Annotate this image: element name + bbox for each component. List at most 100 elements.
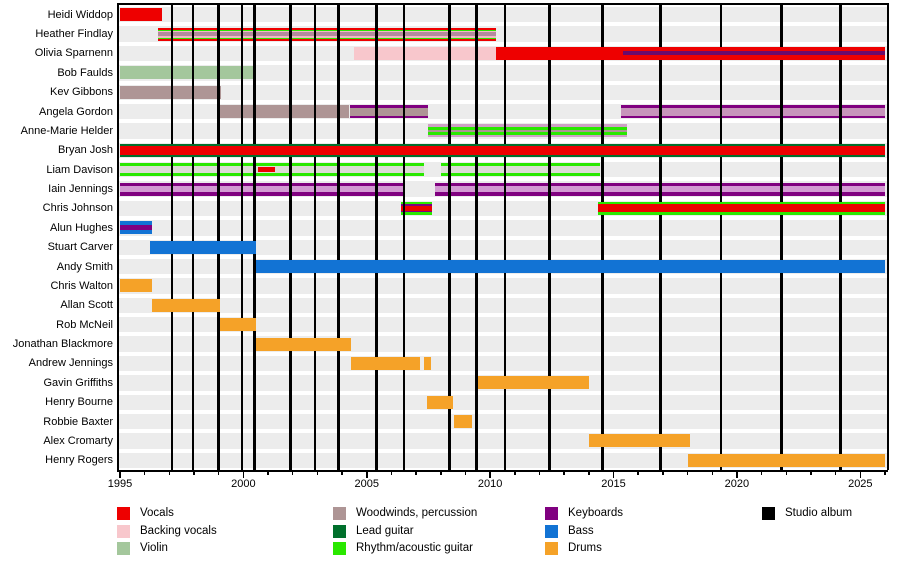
legend-label: Keyboards — [568, 507, 623, 519]
x-major-tick — [736, 471, 738, 478]
y-axis-line — [117, 3, 119, 470]
role-stripe-bass — [255, 260, 885, 274]
timeline-bar — [255, 260, 885, 274]
role-stripe-rhythm_guitar — [597, 212, 885, 215]
role-stripe-woodwinds — [218, 105, 350, 119]
member-label: Iain Jennings — [48, 183, 113, 196]
timeline-bar — [149, 240, 256, 254]
studio-album-line — [448, 5, 451, 470]
plot-right-border — [887, 3, 889, 470]
role-stripe-keyboards_light — [120, 186, 403, 193]
member-label: Heather Findlay — [35, 28, 113, 41]
row-band — [118, 413, 887, 430]
x-minor-tick — [884, 471, 886, 475]
legend-label: Backing vocals — [140, 524, 217, 537]
role-stripe-angela_pink — [620, 107, 885, 116]
studio-album-line — [337, 5, 340, 470]
role-stripe-rhythm_guitar — [120, 173, 424, 177]
role-stripe-annemarie_pink — [428, 124, 628, 127]
role-stripe-keyboards — [349, 105, 429, 108]
row-band — [118, 394, 887, 410]
role-stripe-bass — [120, 221, 153, 226]
timeline-bar — [423, 356, 431, 370]
legend-swatch-vocals — [117, 507, 130, 520]
row-band — [118, 239, 887, 255]
legend-swatch-lead_guitar — [333, 524, 346, 538]
x-minor-tick — [390, 471, 393, 475]
x-tick-label: 2000 — [231, 478, 256, 490]
studio-album-line — [375, 5, 378, 470]
role-stripe-woodwinds — [349, 107, 429, 116]
legend-swatch-bass — [545, 524, 558, 538]
x-tick-label: 2020 — [724, 478, 750, 490]
role-stripe-keyboards — [401, 204, 433, 206]
x-tick-label: 2015 — [601, 478, 626, 490]
plot-top-border — [117, 3, 888, 5]
legend-label: Bass — [568, 524, 594, 537]
studio-album-line — [253, 5, 256, 470]
member-label: Heidi Widdop — [47, 8, 113, 21]
row-band — [118, 317, 887, 333]
role-stripe-vocals — [120, 8, 162, 22]
member-label: Alun Hughes — [50, 221, 113, 234]
timeline-bar — [354, 46, 497, 60]
x-minor-tick — [711, 471, 713, 475]
studio-album-line — [475, 5, 478, 470]
role-stripe-lead_guitar — [120, 154, 885, 157]
row-band — [118, 7, 887, 23]
legend-label: Rhythm/acoustic guitar — [356, 542, 473, 554]
member-label: Allan Scott — [60, 299, 113, 312]
x-minor-tick — [193, 471, 195, 475]
role-stripe-drums — [350, 356, 420, 370]
timeline-bar — [428, 124, 628, 138]
studio-album-line — [289, 5, 292, 470]
row-band — [118, 84, 887, 100]
role-stripe-drums — [588, 434, 691, 448]
role-stripe-woodwinds — [428, 129, 628, 132]
timeline-bar — [158, 27, 497, 41]
studio-album-line — [191, 5, 195, 470]
timeline-bar — [349, 105, 429, 119]
role-stripe-drums — [255, 337, 351, 351]
x-major-tick — [242, 471, 245, 478]
timeline-bar — [440, 163, 600, 177]
member-label: Bob Faulds — [57, 66, 113, 79]
role-stripe-rhythm_guitar — [597, 201, 885, 205]
x-minor-tick — [440, 471, 442, 475]
x-minor-tick — [785, 471, 788, 475]
timeline-bar — [588, 434, 691, 448]
member-label: Anne-Marie Helder — [20, 124, 113, 137]
x-minor-tick — [662, 471, 664, 475]
legend-label: Lead guitar — [356, 524, 414, 537]
role-stripe-vocals — [158, 38, 497, 41]
x-minor-tick — [514, 471, 516, 475]
role-stripe-drums — [687, 453, 885, 467]
x-minor-tick — [415, 471, 417, 475]
member-label: Chris Walton — [50, 279, 113, 292]
role-stripe-rhythm_guitar — [440, 163, 600, 167]
row-band — [118, 278, 887, 294]
member-label: Stuart Carver — [47, 241, 113, 254]
role-stripe-keyboards — [620, 115, 885, 119]
member-label: Alex Cromarty — [43, 434, 113, 447]
role-stripe-rhythm_guitar — [158, 37, 497, 39]
legend-label: Vocals — [140, 507, 174, 519]
legend-label: Woodwinds, percussion — [356, 507, 478, 519]
x-major-tick — [119, 471, 121, 478]
x-tick-label: 1995 — [107, 478, 133, 490]
role-stripe-keyboards — [401, 210, 433, 213]
timeline-bar — [687, 453, 885, 467]
member-label: Andy Smith — [56, 260, 113, 273]
legend-swatch-keyboards — [545, 507, 558, 520]
timeline-bar — [120, 143, 885, 157]
x-minor-tick — [637, 471, 639, 475]
studio-album-line — [313, 5, 317, 470]
role-stripe-drums — [120, 279, 153, 293]
x-tick-label: 2025 — [848, 478, 873, 490]
studio-album-line — [719, 5, 723, 470]
role-stripe-bass — [120, 230, 153, 235]
role-stripe-violin — [120, 66, 256, 80]
role-stripe-drums — [152, 298, 220, 312]
row-band — [118, 220, 887, 236]
